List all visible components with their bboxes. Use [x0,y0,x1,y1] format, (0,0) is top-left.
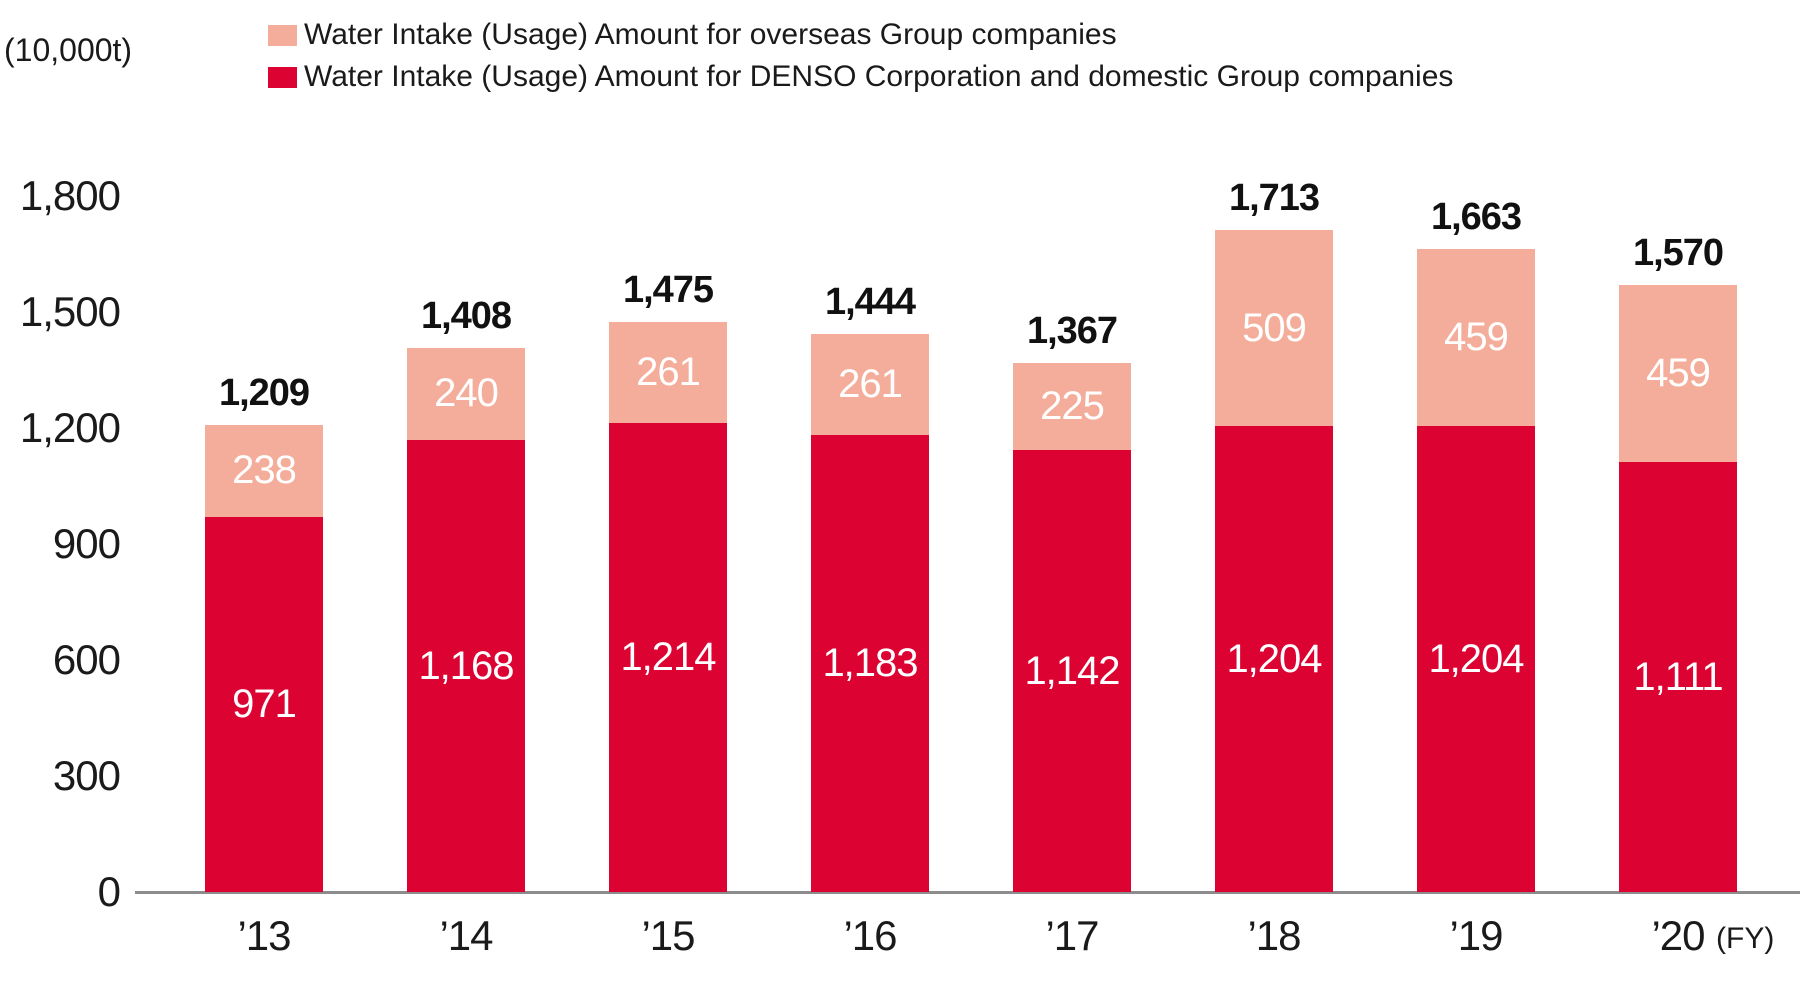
segment-overseas-16: 261 [811,333,929,435]
segment-domestic-13: 971 [205,516,323,892]
bar-group-13: 238 971 [205,424,323,892]
y-axis-tick-label-600: 600 [52,636,121,683]
legend-item-domestic: Water Intake (Usage) Amount for DENSO Co… [268,58,1453,96]
domestic-value-label: 1,214 [620,634,716,679]
total-value-label-17: 1,367 [1026,310,1118,353]
x-axis-label-13: ’13 [237,912,291,959]
domestic-value-label: 1,168 [418,643,514,688]
legend-swatch-domestic [268,66,297,88]
total-value-label-16: 1,444 [824,280,916,323]
x-axis-label-17: ’17 [1045,912,1099,959]
fy-axis-label: (FY) [1716,922,1775,955]
y-axis-tick-label-1200: 1,200 [19,404,121,451]
segment-domestic-18: 1,204 [1215,426,1333,892]
y-axis-tick-label-900: 900 [52,520,121,567]
bar-group-18: 509 1,204 [1215,229,1333,892]
overseas-value-label: 261 [838,361,903,406]
segment-overseas-17: 225 [1013,363,1131,451]
y-axis-tick-label-300: 300 [52,752,121,799]
legend-label: Water Intake (Usage) Amount for DENSO Co… [304,60,1454,93]
segment-overseas-19: 459 [1417,248,1535,427]
domestic-value-label: 1,183 [822,640,918,685]
total-value-label-18: 1,713 [1228,176,1320,219]
bar-group-15: 261 1,214 [609,321,727,892]
overseas-value-label: 509 [1242,305,1307,350]
segment-overseas-13: 238 [205,424,323,517]
legend-swatch-overseas [268,24,297,46]
x-axis-label-14: ’14 [439,912,493,959]
overseas-value-label: 459 [1444,315,1509,360]
overseas-value-label: 261 [636,349,701,394]
domestic-value-label: 1,142 [1024,648,1120,693]
total-value-label-15: 1,475 [622,268,714,311]
overseas-value-label: 459 [1646,351,1711,396]
segment-domestic-14: 1,168 [407,440,525,892]
legend: Water Intake (Usage) Amount for overseas… [268,16,1453,100]
total-value-label-20: 1,570 [1632,231,1724,274]
bar-group-19: 459 1,204 [1417,248,1535,892]
domestic-value-label: 1,111 [1633,654,1723,699]
domestic-value-label: 1,204 [1428,636,1524,681]
overseas-value-label: 225 [1040,384,1105,429]
segment-domestic-19: 1,204 [1417,426,1535,892]
bar-group-16: 261 1,183 [811,333,929,892]
y-axis-unit-label: (10,000t) [4,32,133,68]
segment-domestic-16: 1,183 [811,434,929,892]
x-axis-line [135,891,1800,894]
legend-item-overseas: Water Intake (Usage) Amount for overseas… [268,16,1453,54]
total-value-label-19: 1,663 [1430,195,1522,238]
total-value-label-14: 1,408 [420,294,512,337]
y-axis-tick-label-1800: 1,800 [19,172,121,219]
segment-domestic-17: 1,142 [1013,450,1131,892]
x-axis-label-15: ’15 [641,912,695,959]
overseas-value-label: 240 [434,371,499,416]
x-axis-label-19: ’19 [1449,912,1503,959]
segment-overseas-18: 509 [1215,229,1333,427]
y-axis-tick-label-1500: 1,500 [19,288,121,335]
x-axis-label-16: ’16 [843,912,897,959]
bar-group-17: 225 1,142 [1013,363,1131,892]
segment-domestic-15: 1,214 [609,422,727,892]
bar-group-14: 240 1,168 [407,347,525,892]
x-axis-label-20: ’20 [1651,912,1705,959]
segment-overseas-14: 240 [407,347,525,441]
legend-label: Water Intake (Usage) Amount for overseas… [304,18,1117,51]
segment-domestic-20: 1,111 [1619,462,1737,892]
y-axis-tick-label-0: 0 [97,868,121,915]
bar-group-20: 459 1,111 [1619,284,1737,892]
segment-overseas-20: 459 [1619,284,1737,463]
domestic-value-label: 971 [232,681,297,726]
x-axis-label-18: ’18 [1247,912,1301,959]
total-value-label-13: 1,209 [218,371,310,414]
overseas-value-label: 238 [232,448,297,493]
segment-overseas-15: 261 [609,321,727,423]
domestic-value-label: 1,204 [1226,636,1322,681]
